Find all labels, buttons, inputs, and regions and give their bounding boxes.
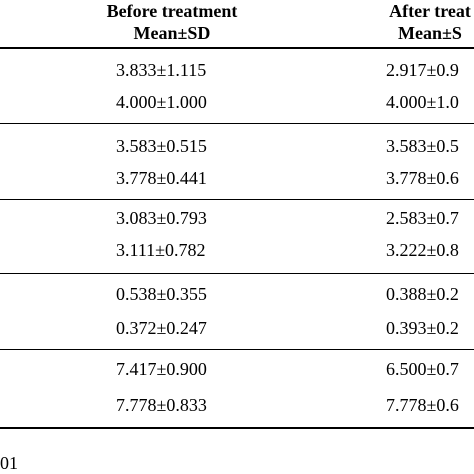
- cell-before-2: 4.000±1.000: [116, 92, 207, 112]
- cell-after-1: 2.917±0.9: [386, 60, 459, 80]
- header-rule: [0, 47, 474, 49]
- cell-before-3: 3.583±0.515: [116, 136, 207, 156]
- cell-after-8: 0.393±0.2: [386, 318, 459, 338]
- cell-before-7: 0.538±0.355: [116, 284, 207, 304]
- cell-before-9: 7.417±0.900: [116, 359, 207, 379]
- group-rule-4: [0, 349, 474, 350]
- cell-before-10: 7.778±0.833: [116, 395, 207, 415]
- cell-after-9: 6.500±0.7: [386, 359, 459, 379]
- footnote: 01: [0, 453, 18, 473]
- cell-after-10: 7.778±0.6: [386, 395, 459, 415]
- cell-before-4: 3.778±0.441: [116, 168, 207, 188]
- header-after-treatment: After treat Mean±S: [310, 0, 474, 44]
- header-before-stat: Mean±SD: [133, 23, 211, 43]
- bottom-rule: [0, 427, 474, 429]
- cell-before-1: 3.833±1.115: [116, 60, 207, 80]
- cell-after-2: 4.000±1.0: [386, 92, 459, 112]
- group-rule-2: [0, 199, 474, 200]
- header-after-stat: Mean±S: [398, 23, 462, 43]
- cell-after-6: 3.222±0.8: [386, 240, 459, 260]
- header-after-label: After treat: [389, 1, 471, 21]
- cell-before-8: 0.372±0.247: [116, 318, 207, 338]
- cell-after-5: 2.583±0.7: [386, 208, 459, 228]
- cell-before-6: 3.111±0.782: [116, 240, 206, 260]
- cell-after-3: 3.583±0.5: [386, 136, 459, 156]
- group-rule-3: [0, 273, 474, 274]
- cell-before-5: 3.083±0.793: [116, 208, 207, 228]
- header-before-treatment: Before treatment Mean±SD: [72, 0, 272, 44]
- cell-after-7: 0.388±0.2: [386, 284, 459, 304]
- header-before-label: Before treatment: [106, 1, 238, 21]
- group-rule-1: [0, 123, 474, 124]
- cell-after-4: 3.778±0.6: [386, 168, 459, 188]
